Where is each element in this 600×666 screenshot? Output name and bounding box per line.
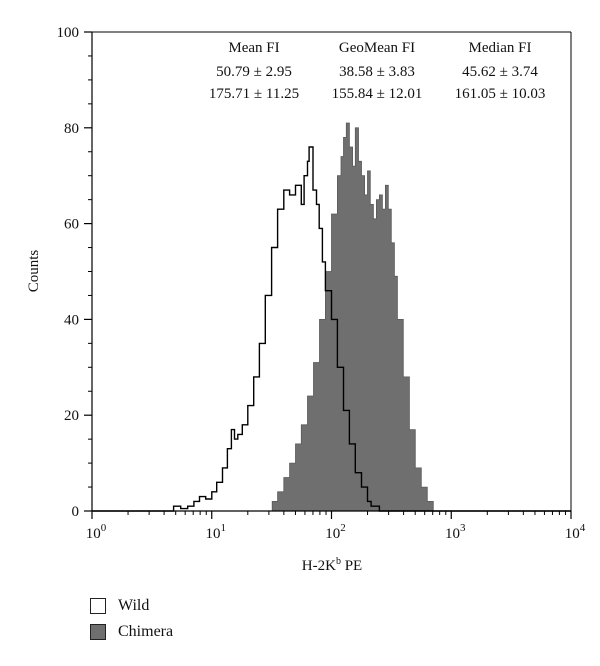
legend-swatch-chimera — [90, 624, 106, 640]
x-tick-label: 103 — [445, 522, 466, 542]
legend-item-chimera: Chimera — [90, 622, 173, 642]
x-tick-label: 100 — [86, 522, 107, 542]
wild-series — [92, 146, 571, 512]
legend-label-chimera: Chimera — [118, 623, 174, 640]
stats-header: Mean FI — [228, 40, 279, 56]
stats-value: 155.84 ± 12.01 — [332, 86, 423, 102]
stats-value: 38.58 ± 3.83 — [339, 64, 415, 80]
legend-label-wild: Wild — [118, 597, 150, 614]
stats-value: 161.05 ± 10.03 — [455, 86, 546, 102]
stats-header: GeoMean FI — [339, 40, 415, 56]
y-axis-title: Counts — [26, 250, 42, 293]
stats-value: 45.62 ± 3.74 — [462, 64, 538, 80]
x-tick-label: 102 — [325, 522, 346, 542]
x-axis-title: H-2Kb PE — [302, 556, 362, 574]
stats-value: 175.71 ± 11.25 — [209, 86, 299, 102]
y-tick-label: 40 — [64, 312, 79, 328]
stats-table: Mean FI 50.79 ± 2.95 175.71 ± 11.25 GeoMean… — [209, 40, 545, 102]
x-tick-label: 101 — [206, 522, 227, 542]
legend-swatch-wild — [90, 598, 106, 614]
legend: Wild Chimera — [90, 596, 173, 648]
y-tick-label: 80 — [64, 121, 79, 137]
y-tick-label: 60 — [64, 217, 79, 233]
stats-header: Median FI — [469, 40, 532, 56]
histogram-chart: 100 101 102 103 104 0 20 40 60 80 100 Mean FI 50.7… — [26, 25, 586, 574]
wild-histogram — [92, 146, 571, 512]
stats-value: 50.79 ± 2.95 — [216, 64, 292, 80]
y-tick-label: 100 — [57, 25, 80, 41]
y-axis-ticks: 0 20 40 60 80 100 — [57, 25, 92, 520]
x-axis-ticks: 100 101 102 103 104 — [86, 511, 586, 542]
y-tick-label: 20 — [64, 408, 79, 424]
x-tick-label: 104 — [565, 522, 586, 542]
legend-item-wild: Wild — [90, 596, 173, 616]
y-tick-label: 0 — [72, 504, 80, 520]
